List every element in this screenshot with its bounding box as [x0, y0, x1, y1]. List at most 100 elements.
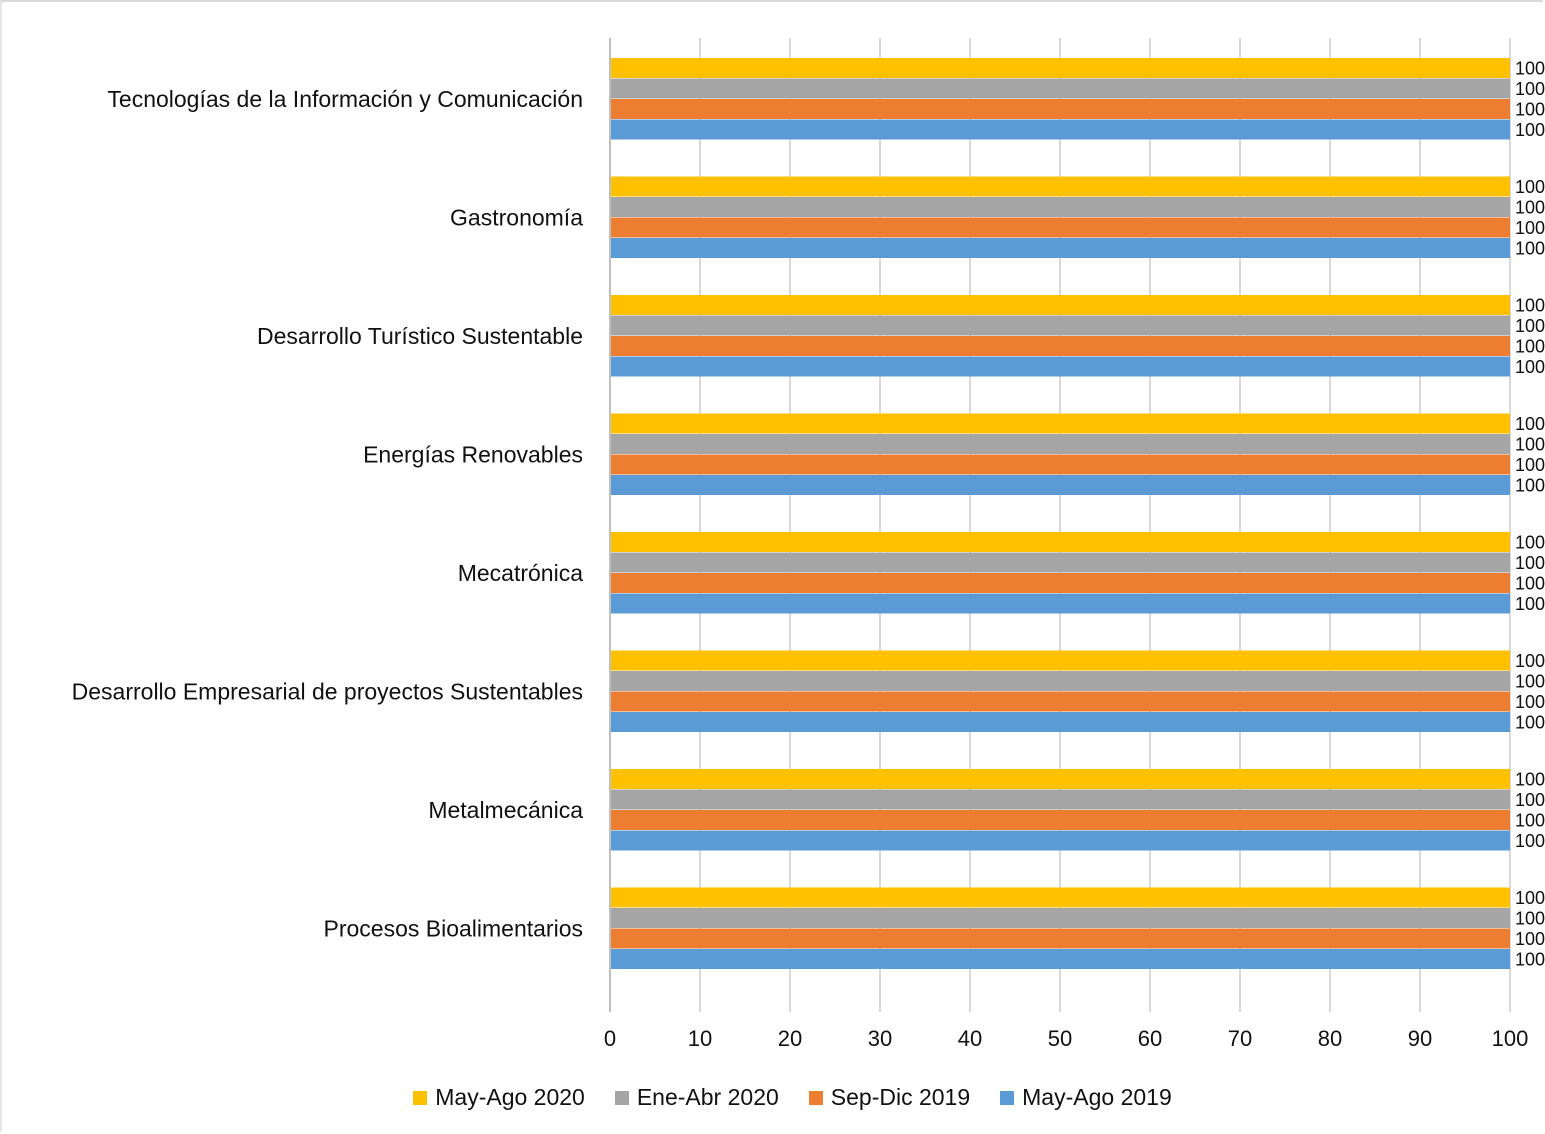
x-axis: 0 10 20 30 40 50 60 70 80 90 100	[604, 38, 1528, 1051]
data-label: 100	[1515, 198, 1545, 218]
data-label: 100	[1515, 218, 1545, 238]
bar	[610, 908, 1510, 928]
legend-swatch	[808, 1090, 823, 1105]
data-label: 100	[1515, 239, 1545, 259]
bar	[610, 197, 1510, 217]
legend-item: Sep-Dic 2019	[808, 1084, 971, 1111]
data-label: 100	[1515, 672, 1545, 692]
bar	[610, 58, 1510, 78]
x-tick-label: 50	[1048, 1026, 1072, 1051]
data-label: 100	[1515, 120, 1545, 140]
legend-label: Sep-Dic 2019	[830, 1084, 971, 1110]
bar	[610, 454, 1510, 475]
data-label: 100	[1515, 574, 1545, 594]
bar	[610, 217, 1510, 238]
legend-label: May-Ago 2019	[1022, 1084, 1172, 1110]
data-label: 100	[1515, 316, 1545, 336]
category-label: Energías Renovables	[363, 442, 583, 468]
legend-swatch	[1000, 1090, 1015, 1105]
bar	[610, 810, 1510, 830]
bar	[610, 593, 1510, 614]
legend: May-Ago 2020 Ene-Abr 2020 Sep-Dic 2019 May-…	[20, 1084, 1545, 1111]
bar	[610, 78, 1510, 99]
x-tick-label: 100	[1492, 1026, 1529, 1051]
legend-item: Ene-Abr 2020	[614, 1084, 779, 1111]
bar	[610, 413, 1510, 434]
bar	[610, 691, 1510, 712]
data-label: 100	[1515, 553, 1545, 573]
data-label: 100	[1515, 692, 1545, 712]
data-label: 100	[1515, 337, 1545, 357]
bar	[610, 928, 1510, 949]
category-label: Gastronomía	[450, 205, 583, 231]
category-label: Tecnologías de la Información y Comunica…	[107, 86, 583, 112]
x-tick-label: 10	[688, 1026, 712, 1051]
x-tick-label: 40	[958, 1026, 982, 1051]
x-tick-label: 0	[604, 1026, 616, 1051]
data-label: 100	[1515, 414, 1545, 434]
data-label: 100	[1515, 594, 1545, 614]
bar	[610, 532, 1510, 552]
bar	[610, 119, 1510, 140]
legend-label: Ene-Abr 2020	[636, 1084, 779, 1110]
bar	[610, 769, 1510, 789]
category-label: Desarrollo Turístico Sustentable	[257, 323, 583, 349]
legend-item: May-Ago 2019	[1000, 1084, 1172, 1111]
bar	[610, 949, 1510, 969]
legend-label: May-Ago 2020	[435, 1084, 585, 1110]
bar	[610, 336, 1510, 356]
category-labels: Tecnologías de la Información y Comunica…	[72, 86, 584, 942]
bar	[610, 789, 1510, 810]
category-label: Metalmecánica	[428, 797, 583, 823]
legend-swatch	[413, 1090, 428, 1105]
bar	[610, 176, 1510, 197]
bar	[610, 99, 1510, 119]
data-label: 100	[1515, 357, 1545, 377]
bar	[610, 671, 1510, 691]
data-label: 100	[1515, 435, 1545, 455]
legend-item: May-Ago 2020	[413, 1084, 585, 1111]
data-label: 100	[1515, 59, 1545, 79]
bar	[610, 434, 1510, 454]
legend-swatch	[614, 1090, 629, 1105]
bar	[610, 573, 1510, 593]
bar	[610, 887, 1510, 908]
data-label: 100	[1515, 296, 1545, 316]
data-label: 100	[1515, 811, 1545, 831]
x-tick-label: 20	[778, 1026, 802, 1051]
data-label: 100	[1515, 888, 1545, 908]
data-label: 100	[1515, 770, 1545, 790]
data-label: 100	[1515, 177, 1545, 197]
bars	[610, 58, 1510, 969]
data-label: 100	[1515, 100, 1545, 120]
data-label: 100	[1515, 950, 1545, 970]
data-label: 100	[1515, 831, 1545, 851]
bar	[610, 552, 1510, 573]
bar	[610, 712, 1510, 732]
bar	[610, 475, 1510, 495]
data-label: 100	[1515, 455, 1545, 475]
data-label: 100	[1515, 476, 1545, 496]
data-label: 100	[1515, 651, 1545, 671]
bar	[610, 315, 1510, 336]
x-tick-label: 30	[868, 1026, 892, 1051]
bar	[610, 650, 1510, 671]
bar	[610, 238, 1510, 258]
category-label: Procesos Bioalimentarios	[323, 916, 583, 942]
bar	[610, 356, 1510, 377]
x-tick-label: 60	[1138, 1026, 1162, 1051]
x-tick-label: 90	[1408, 1026, 1432, 1051]
x-tick-label: 70	[1228, 1026, 1252, 1051]
bar	[610, 830, 1510, 851]
x-tick-label: 80	[1318, 1026, 1342, 1051]
bar	[610, 295, 1510, 315]
category-label: Mecatrónica	[458, 560, 583, 586]
data-label: 100	[1515, 79, 1545, 99]
data-labels: 1001001001001001001001001001001001001001…	[1515, 59, 1545, 970]
data-label: 100	[1515, 713, 1545, 733]
data-label: 100	[1515, 790, 1545, 810]
category-label: Desarrollo Empresarial de proyectos Sust…	[72, 679, 583, 705]
data-label: 100	[1515, 533, 1545, 553]
